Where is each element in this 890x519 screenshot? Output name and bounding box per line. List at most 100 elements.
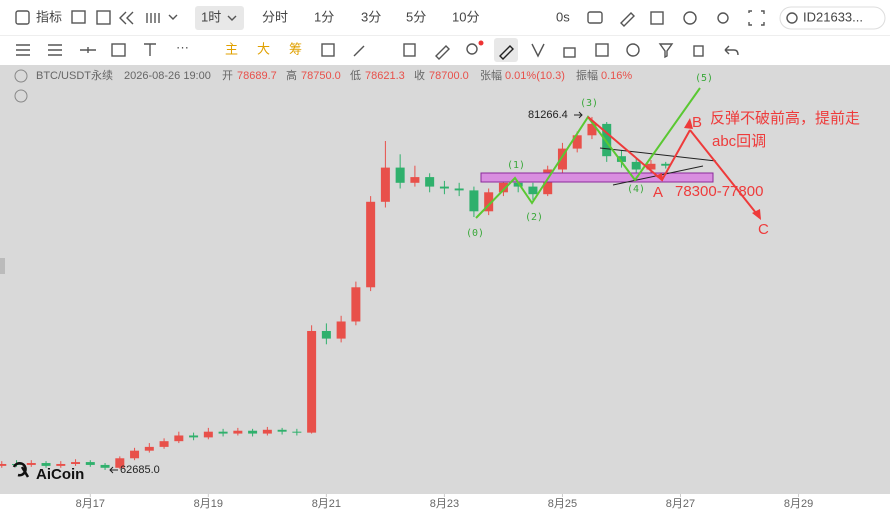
collapse-icon[interactable] bbox=[14, 69, 28, 83]
candle-body bbox=[616, 156, 626, 162]
candle-body bbox=[366, 201, 376, 288]
candle-body bbox=[277, 429, 287, 432]
account-pill[interactable] bbox=[779, 6, 886, 30]
label-a: A bbox=[653, 184, 663, 201]
high-marker: 81266.4 bbox=[528, 109, 568, 121]
tool-chip[interactable]: 筹 bbox=[289, 41, 302, 56]
candle-body bbox=[321, 330, 331, 339]
candle-body bbox=[395, 167, 405, 183]
interval-option[interactable]: 3分 bbox=[361, 9, 381, 24]
high: 78750.0 bbox=[301, 70, 341, 82]
grid-icon[interactable] bbox=[96, 10, 111, 25]
text-icon[interactable] bbox=[144, 43, 156, 56]
candle-body bbox=[203, 431, 213, 438]
candle-body bbox=[262, 429, 272, 434]
candle-body bbox=[572, 135, 582, 149]
tool-main[interactable]: 主 bbox=[225, 41, 238, 56]
x-tick-label: 8月17 bbox=[76, 498, 105, 510]
low-label: 低 bbox=[350, 69, 361, 82]
open-label: 开 bbox=[222, 70, 233, 82]
label-b: B bbox=[692, 114, 702, 131]
candle-body bbox=[410, 177, 420, 183]
wave-label: (4) bbox=[627, 184, 645, 195]
rect-icon[interactable] bbox=[111, 43, 126, 57]
candle-body bbox=[56, 463, 66, 466]
amp-label: 振幅 bbox=[576, 68, 598, 82]
zone-label: 78300-77800 bbox=[675, 183, 763, 200]
side-handle[interactable] bbox=[0, 258, 5, 274]
interval-option[interactable]: 1分 bbox=[314, 9, 334, 24]
wave-line bbox=[475, 87, 701, 219]
pen-icon[interactable] bbox=[620, 12, 635, 27]
low-marker: 62685.0 bbox=[120, 464, 160, 476]
tool-big[interactable]: 大 bbox=[257, 41, 270, 56]
candle-body bbox=[218, 431, 228, 434]
candle-body bbox=[351, 287, 361, 322]
drawing-tools[interactable] bbox=[321, 38, 739, 62]
note: abc回调 bbox=[712, 133, 766, 150]
indicator-icon[interactable] bbox=[15, 10, 30, 25]
candle-body bbox=[587, 123, 597, 136]
candle-body bbox=[631, 161, 641, 170]
zone-box bbox=[480, 172, 714, 183]
interval-option[interactable]: 10分 bbox=[452, 9, 479, 24]
wave-label: (1) bbox=[507, 160, 525, 171]
close: 78700.0 bbox=[429, 70, 469, 82]
candle-body bbox=[528, 186, 538, 195]
interval-button[interactable]: 1时 bbox=[201, 9, 221, 24]
candle-body bbox=[380, 167, 390, 202]
candle-body bbox=[425, 177, 435, 187]
account-id[interactable]: ID21633... bbox=[803, 9, 863, 24]
candle-body bbox=[439, 186, 449, 189]
x-axis-area bbox=[0, 494, 890, 514]
candle-body bbox=[469, 190, 479, 212]
watermark: AiCoin bbox=[36, 466, 84, 483]
expand-icon[interactable] bbox=[748, 10, 765, 26]
hline-icon[interactable] bbox=[80, 47, 96, 53]
interval-option[interactable]: 分时 bbox=[262, 9, 288, 24]
top-toolbar bbox=[0, 0, 890, 35]
wave-label: (3) bbox=[580, 98, 598, 109]
candle-body bbox=[454, 188, 464, 191]
fullscreen-icon[interactable] bbox=[683, 11, 697, 25]
indicator-button[interactable]: 指标 bbox=[36, 9, 62, 24]
badge bbox=[478, 40, 484, 46]
candle-body bbox=[602, 123, 612, 157]
candle-body bbox=[336, 321, 346, 339]
interval-option[interactable]: 5分 bbox=[406, 9, 426, 24]
list-icon[interactable] bbox=[48, 44, 62, 56]
candle-body bbox=[115, 458, 125, 468]
expand-icon[interactable] bbox=[14, 89, 28, 103]
amp: 0.16% bbox=[601, 70, 632, 82]
more-icon[interactable]: ··· bbox=[176, 39, 189, 54]
candle-body bbox=[248, 430, 258, 434]
wave-label: (5) bbox=[695, 73, 713, 84]
change-label: 张幅 bbox=[480, 69, 502, 82]
chart-type-icon[interactable] bbox=[146, 13, 178, 23]
dropdown-icon[interactable] bbox=[227, 15, 237, 21]
candle-body bbox=[130, 450, 140, 459]
high-label: 高 bbox=[286, 68, 297, 82]
abc-labels: A B C 78300-77800 反弹不破前高，提前走 abc回调 bbox=[653, 110, 860, 238]
candle-body bbox=[557, 148, 567, 170]
candle-body bbox=[26, 463, 36, 465]
new-window-icon[interactable] bbox=[650, 11, 664, 25]
candle-body bbox=[189, 435, 199, 438]
candle-body bbox=[174, 435, 184, 442]
low: 78621.3 bbox=[365, 70, 405, 82]
candle-body bbox=[292, 431, 302, 433]
replay-icon[interactable] bbox=[119, 11, 134, 25]
high-arrow bbox=[574, 111, 583, 119]
settings-icon[interactable] bbox=[717, 12, 729, 24]
symbol: BTC/USDT永续 bbox=[36, 68, 113, 82]
layout-icon[interactable] bbox=[71, 10, 86, 24]
note: 反弹不破前高，提前走 bbox=[710, 110, 860, 127]
candle-body bbox=[144, 446, 154, 451]
time: 2026-08-26 19:00 bbox=[124, 70, 211, 82]
camera-icon[interactable] bbox=[587, 11, 603, 24]
menu-icon[interactable] bbox=[16, 44, 30, 56]
x-tick-label: 8月27 bbox=[666, 498, 695, 510]
countdown: 0s bbox=[556, 9, 570, 24]
